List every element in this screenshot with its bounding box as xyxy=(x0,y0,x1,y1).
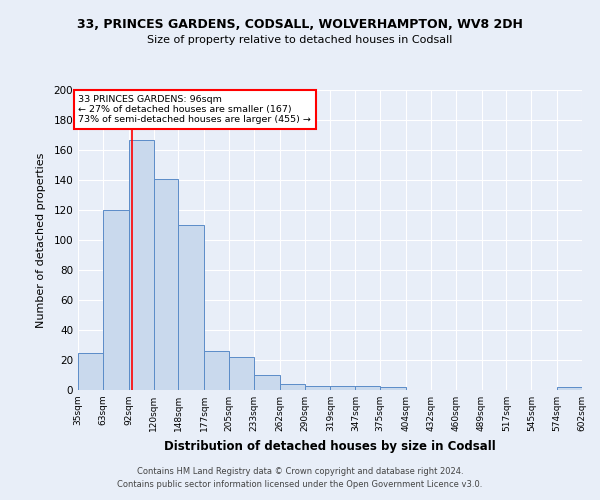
Bar xyxy=(128,140,154,390)
Bar xyxy=(103,210,128,390)
Bar xyxy=(305,386,331,390)
Bar xyxy=(254,375,280,390)
Bar xyxy=(229,357,254,390)
Bar xyxy=(331,386,355,390)
Text: Contains HM Land Registry data © Crown copyright and database right 2024.: Contains HM Land Registry data © Crown c… xyxy=(137,467,463,476)
Y-axis label: Number of detached properties: Number of detached properties xyxy=(37,152,46,328)
Text: 33 PRINCES GARDENS: 96sqm
← 27% of detached houses are smaller (167)
73% of semi: 33 PRINCES GARDENS: 96sqm ← 27% of detac… xyxy=(79,94,311,124)
Bar xyxy=(78,352,103,390)
Bar xyxy=(380,387,406,390)
Text: Contains public sector information licensed under the Open Government Licence v3: Contains public sector information licen… xyxy=(118,480,482,489)
Text: Size of property relative to detached houses in Codsall: Size of property relative to detached ho… xyxy=(148,35,452,45)
Bar xyxy=(557,387,582,390)
Bar xyxy=(355,386,380,390)
Bar xyxy=(280,384,305,390)
Text: 33, PRINCES GARDENS, CODSALL, WOLVERHAMPTON, WV8 2DH: 33, PRINCES GARDENS, CODSALL, WOLVERHAMP… xyxy=(77,18,523,30)
Bar xyxy=(178,225,204,390)
Bar xyxy=(154,178,178,390)
Bar xyxy=(204,351,229,390)
X-axis label: Distribution of detached houses by size in Codsall: Distribution of detached houses by size … xyxy=(164,440,496,452)
